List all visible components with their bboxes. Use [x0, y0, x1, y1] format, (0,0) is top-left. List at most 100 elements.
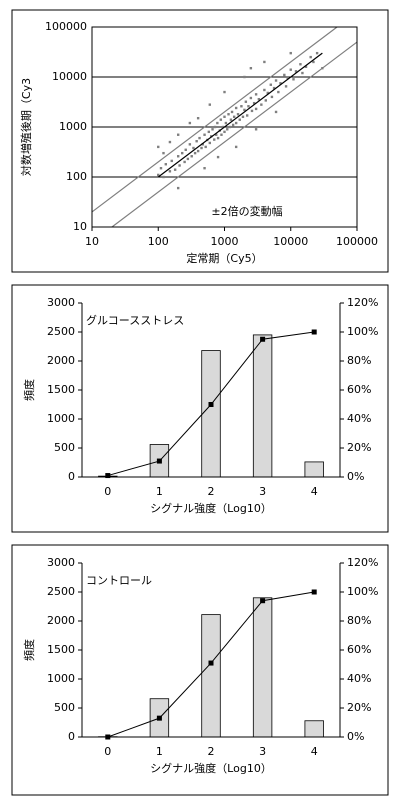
y-tick-label: 500	[54, 441, 75, 454]
y2-tick-label: 40%	[347, 412, 371, 425]
x-tick-label: 0	[104, 485, 111, 498]
scatter-point	[200, 146, 203, 150]
x-tick-label: 3	[259, 485, 266, 498]
x-tick-label: 4	[311, 745, 318, 758]
scatter-point	[208, 141, 212, 145]
scatter-point	[234, 145, 238, 149]
scatter-point	[254, 107, 258, 111]
line-marker	[311, 329, 317, 335]
scatter-point	[289, 68, 292, 71]
scatter-point	[226, 128, 229, 131]
scatter-point	[257, 97, 261, 101]
scatter-point	[260, 103, 263, 106]
scatter-point	[250, 109, 254, 113]
scatter-point	[219, 118, 223, 121]
scatter-point	[192, 146, 195, 150]
x-tick-label: 1	[156, 745, 163, 758]
scatter-point	[190, 155, 193, 158]
x-tick-label: 3	[259, 745, 266, 758]
scatter-point	[264, 99, 267, 102]
scatter-point	[270, 95, 274, 99]
scatter-point	[173, 168, 177, 171]
x-tick-label: 10	[85, 235, 99, 248]
scatter-point	[201, 143, 204, 146]
scatter-point	[234, 121, 238, 125]
y2-tick-label: 40%	[347, 672, 371, 685]
y-tick-label: 2000	[47, 354, 75, 367]
scatter-point	[223, 115, 226, 118]
y2-tick-label: 20%	[347, 701, 371, 714]
scatter-point	[266, 91, 269, 95]
scatter-point	[244, 100, 248, 103]
scatter-point	[252, 101, 256, 105]
scatter-point	[231, 123, 235, 127]
scatter-point	[159, 166, 163, 170]
scatter-point	[245, 114, 249, 117]
line-marker	[208, 660, 214, 666]
y-tick-label: 500	[54, 701, 75, 714]
scatter-point	[236, 113, 240, 116]
scatter-point	[213, 138, 216, 141]
scatter-point	[299, 63, 302, 66]
y-tick-label: 0	[68, 730, 75, 743]
scatter-point	[162, 175, 165, 179]
y2-tick-label: 0%	[347, 730, 364, 743]
y2-tick-label: 20%	[347, 441, 371, 454]
scatter-point	[223, 90, 226, 94]
x-tick-label: 2	[208, 745, 215, 758]
scatter-point	[193, 151, 197, 155]
bar	[201, 350, 221, 478]
scatter-point	[204, 145, 207, 149]
scatter-point	[196, 149, 200, 153]
scatter-point	[170, 159, 173, 163]
scatter-point	[176, 133, 180, 136]
scatter-point	[188, 121, 192, 125]
y-tick-label: 1500	[47, 643, 75, 656]
chart-title: コントロール	[86, 574, 152, 587]
y-tick-label: 2000	[47, 614, 75, 627]
scatter-point	[304, 65, 308, 68]
scatter-point	[157, 145, 160, 149]
line-marker	[260, 336, 266, 342]
scatter-point	[284, 85, 288, 88]
scatter-point	[183, 160, 186, 164]
line-marker	[156, 458, 162, 464]
y2-tick-label: 60%	[347, 383, 371, 396]
plot-border	[91, 26, 358, 228]
scatter-point	[203, 133, 206, 136]
scatter-point	[184, 148, 187, 151]
scatter-point	[240, 105, 243, 108]
scatter-point	[215, 133, 218, 136]
y-tick-label: 100000	[45, 20, 87, 33]
reference-line	[111, 41, 358, 228]
reference-line	[157, 52, 323, 178]
y2-tick-label: 60%	[347, 643, 371, 656]
bar	[252, 597, 273, 738]
y-axis-title: 頻度	[22, 639, 36, 661]
y2-tick-label: 100%	[347, 585, 378, 598]
scatter-point	[211, 128, 214, 131]
scatter-point	[230, 110, 234, 114]
scatter-point	[162, 151, 165, 155]
y2-tick-label: 80%	[347, 354, 371, 367]
x-axis-title: 定常期（Cy5）	[186, 251, 262, 265]
panel-frame	[11, 544, 389, 796]
y-tick-label: 3000	[47, 556, 75, 569]
scatter-point	[220, 133, 223, 136]
x-tick-label: 1000	[211, 235, 239, 248]
scatter-point	[213, 125, 217, 129]
scatter-point	[207, 130, 211, 134]
x-tick-label: 0	[104, 745, 111, 758]
scatter-point	[216, 121, 219, 125]
x-tick-label: 2	[208, 485, 215, 498]
scatter-point	[208, 103, 212, 106]
scatter-point	[229, 118, 233, 121]
bar	[304, 461, 324, 478]
y-tick-label: 1000	[47, 672, 75, 685]
x-tick-label: 10000	[273, 235, 308, 248]
scatter-point	[249, 66, 253, 70]
chart-title: グルコースストレス	[86, 313, 184, 327]
y2-tick-label: 0%	[347, 470, 364, 483]
x-tick-label: 4	[311, 485, 318, 498]
